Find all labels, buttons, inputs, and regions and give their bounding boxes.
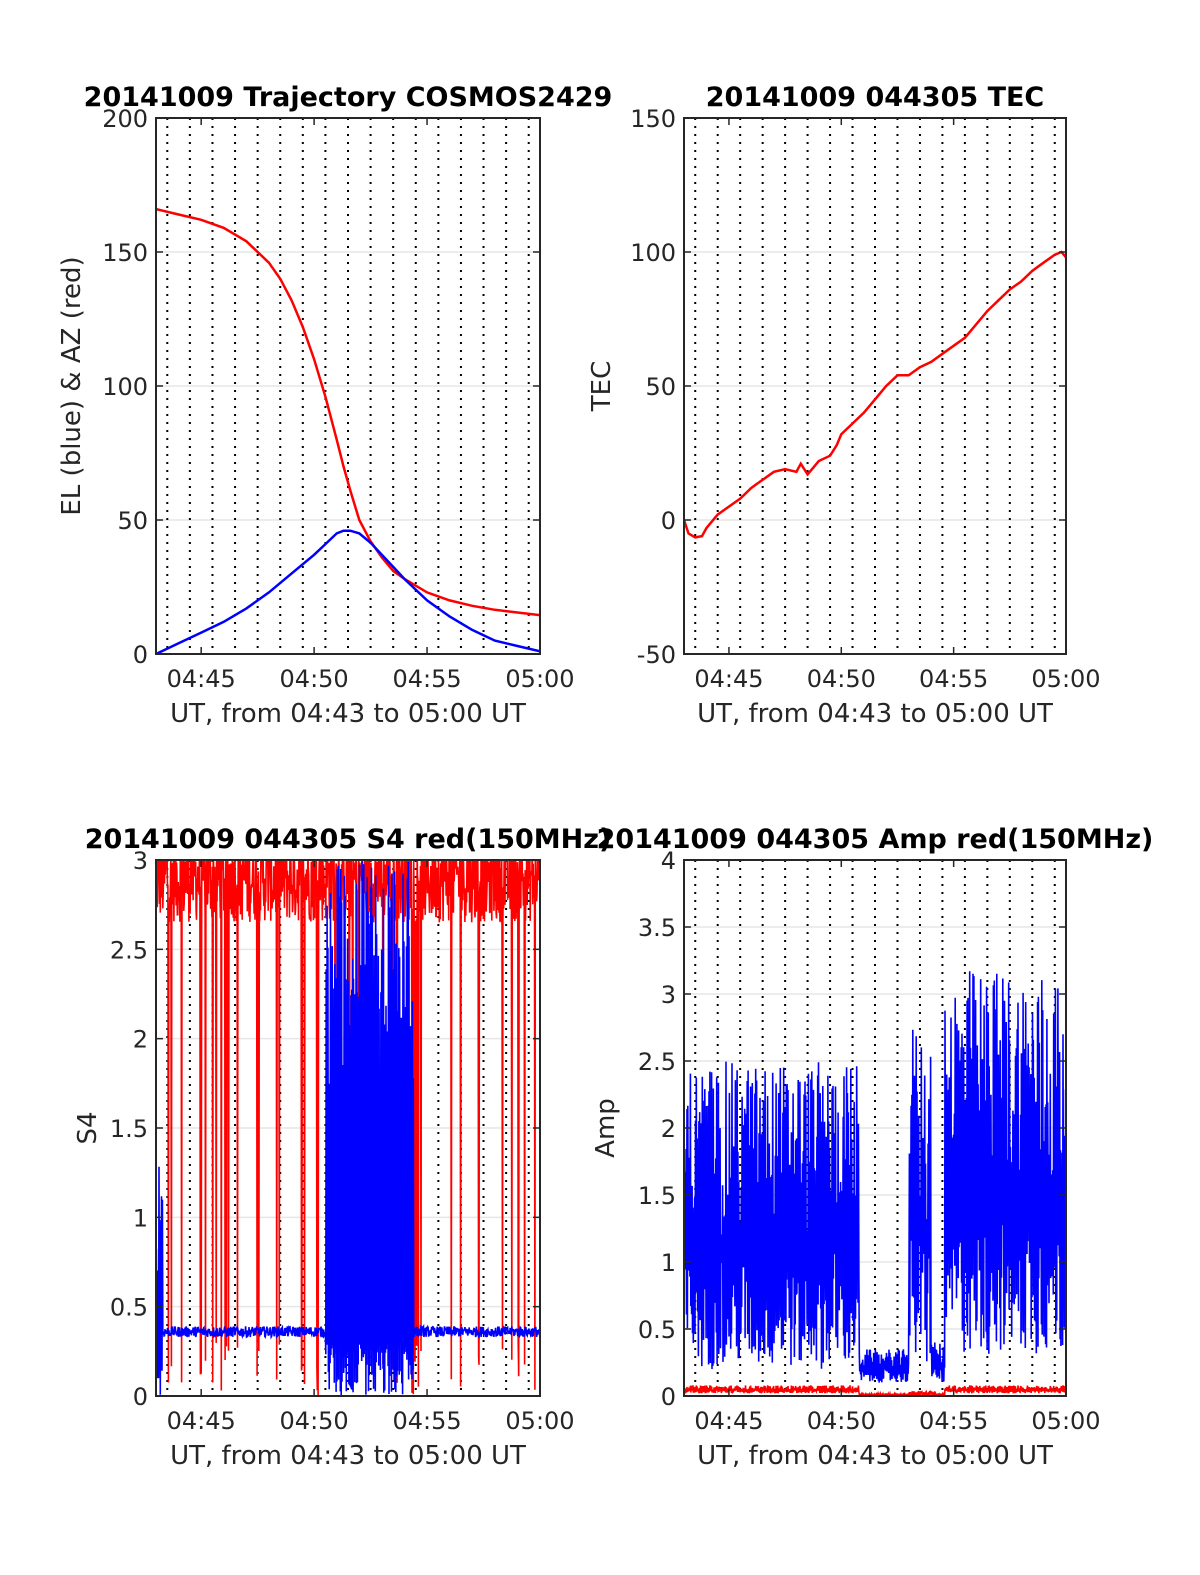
y-tick-label: 0: [661, 1383, 676, 1411]
x-tick-label: 04:45: [694, 1407, 763, 1435]
series-1: [156, 207, 540, 617]
y-tick-label: 50: [117, 507, 148, 535]
panel-2: -50 0 50 100 150 04:45 04:50 04:55 05:00 20141009…: [587, 82, 1101, 729]
series-line: [684, 250, 1066, 539]
y-tick-label: 3.5: [638, 914, 676, 942]
y-tick-label: 150: [630, 105, 676, 133]
x-axis-label: UT, from 04:43 to 05:00 UT: [697, 1441, 1053, 1471]
y-tick-label: 0.5: [638, 1316, 676, 1344]
x-tick-label: 04:45: [167, 665, 236, 693]
y-tick-label: 4: [661, 847, 676, 875]
x-tick-label: 04:50: [807, 1407, 876, 1435]
chart-title: 20141009 044305 TEC: [706, 82, 1045, 113]
x-tick-label: 04:50: [807, 665, 876, 693]
y-axis-label: Amp: [591, 1098, 621, 1158]
x-tick-label: 04:55: [392, 665, 461, 693]
x-tick-label: 04:45: [694, 665, 763, 693]
series-2: [684, 1385, 1066, 1396]
y-tick-label: 150: [102, 239, 148, 267]
y-axis-label: S4: [73, 1111, 103, 1144]
y-tick-label: 2.5: [638, 1048, 676, 1076]
y-axis-label: TEC: [587, 361, 617, 412]
series-line: [684, 971, 1066, 1383]
series-line: [156, 529, 540, 654]
x-tick-label: 05:00: [1031, 665, 1100, 693]
series-1: [684, 971, 1066, 1383]
x-tick-label: 05:00: [505, 665, 574, 693]
series-1: [156, 860, 540, 1396]
x-tick-label: 04:55: [392, 1407, 461, 1435]
y-tick-label: 0: [661, 507, 676, 535]
x-tick-label: 04:50: [280, 665, 349, 693]
series-2: [156, 529, 540, 654]
series-2: [156, 861, 540, 1396]
x-axis-label: UT, from 04:43 to 05:00 UT: [170, 699, 526, 729]
y-tick-label: 0: [133, 641, 148, 669]
y-tick-label: 1.5: [638, 1182, 676, 1210]
y-tick-label: 1: [661, 1249, 676, 1277]
series-1: [684, 250, 1066, 539]
x-tick-label: 04:55: [919, 1407, 988, 1435]
chart-title: 20141009 044305 S4 red(150MHz): [85, 824, 612, 855]
y-tick-label: 3: [133, 847, 148, 875]
chart-title: 20141009 044305 Amp red(150MHz): [597, 824, 1154, 855]
y-tick-label: 100: [102, 373, 148, 401]
series-line: [684, 1385, 1066, 1396]
x-tick-label: 04:45: [167, 1407, 236, 1435]
panel-1: 0 50 100 150 200 04:45 04:50 04:55 05:00 20141009…: [57, 82, 612, 729]
chart-title: 20141009 Trajectory COSMOS2429: [84, 82, 613, 113]
panel-3: 0 0.5 1 1.5 2 2.5 3 04:45 04:50 04:55 05:00 2014100…: [73, 824, 611, 1471]
x-tick-label: 04:55: [919, 665, 988, 693]
y-tick-label: 100: [630, 239, 676, 267]
y-tick-label: 1.5: [110, 1115, 148, 1143]
y-tick-label: 2.5: [110, 936, 148, 964]
panel-4: 0 0.5 1 1.5 2 2.5 3 3.5 4 04:45 04:50 04:55 05:00 201…: [591, 824, 1153, 1471]
x-tick-label: 05:00: [505, 1407, 574, 1435]
y-tick-label: 200: [102, 105, 148, 133]
series-line: [156, 861, 540, 1396]
y-tick-label: 2: [133, 1026, 148, 1054]
y-tick-label: 1: [133, 1204, 148, 1232]
y-tick-label: 2: [661, 1115, 676, 1143]
y-tick-label: 0: [133, 1383, 148, 1411]
y-tick-label: 50: [645, 373, 676, 401]
x-tick-label: 05:00: [1031, 1407, 1100, 1435]
series-line: [156, 860, 540, 1396]
y-tick-label: 3: [661, 981, 676, 1009]
x-axis-label: UT, from 04:43 to 05:00 UT: [170, 1441, 526, 1471]
x-tick-label: 04:50: [280, 1407, 349, 1435]
y-tick-label: -50: [637, 641, 676, 669]
y-tick-label: 0.5: [110, 1294, 148, 1322]
series-line: [156, 207, 540, 617]
x-axis-label: UT, from 04:43 to 05:00 UT: [697, 699, 1053, 729]
y-axis-label: EL (blue) & AZ (red): [57, 256, 87, 515]
